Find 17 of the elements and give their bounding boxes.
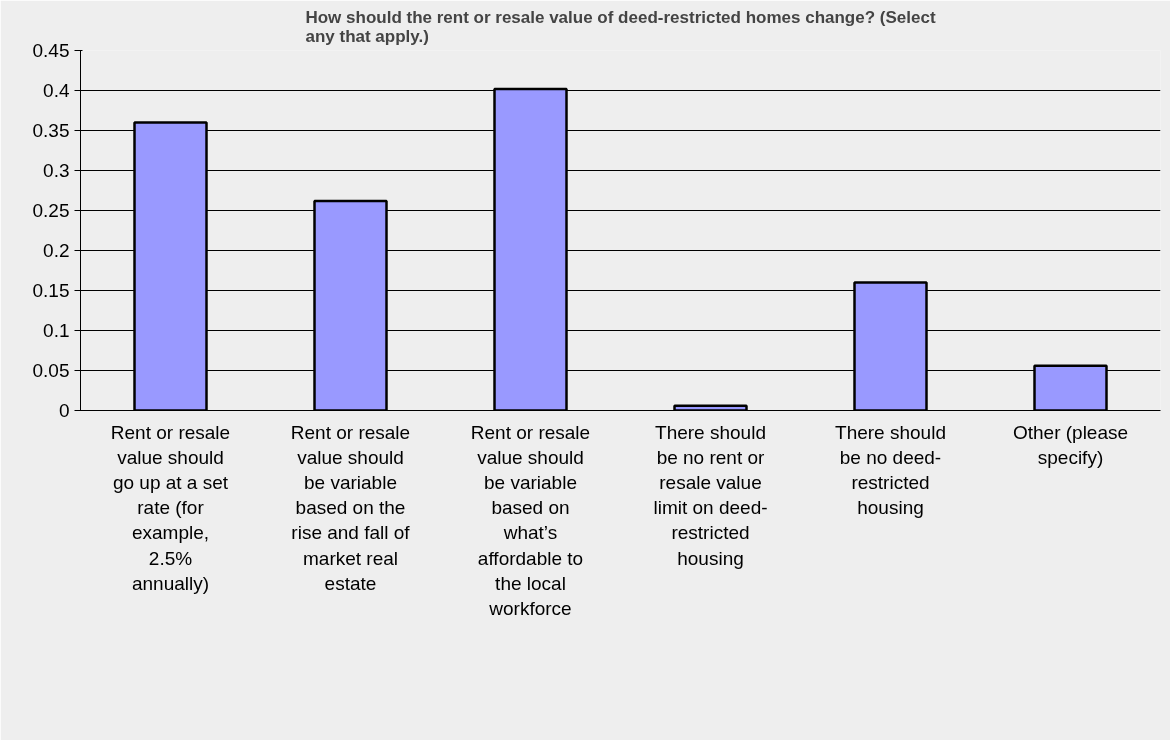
y-tick-label: 0 — [58, 400, 70, 421]
y-tick-label: 0.3 — [43, 160, 70, 181]
chart-title: How should the rent or resale value of deed-restricted homes change? (Select any that apply.) — [305, 7, 936, 46]
y-tick-label: 0.45 — [32, 40, 70, 61]
y-tick-label: 0.15 — [32, 280, 70, 301]
x-tick-label: There should be no rent or resale value limit on deed- restricted housing — [653, 421, 768, 569]
y-tick-label: 0.4 — [43, 80, 70, 101]
x-tick-label: Rent or resale value should go up at a set rate (for example, 2.5% annually) — [110, 421, 231, 594]
y-tick-label: 0.1 — [43, 320, 70, 341]
x-tick-label: Other (please specify) — [1012, 421, 1129, 468]
x-tick-label: Rent or resale value should be variable based on what’s affordable to the local workforce — [470, 421, 591, 619]
x-tick-label: Rent or resale value should be variable based on the rise and fall of market real estate — [290, 421, 411, 594]
y-tick-label: 0.25 — [32, 200, 70, 221]
y-tick-label: 0.05 — [32, 360, 70, 381]
y-tick-label: 0.35 — [32, 120, 70, 141]
x-tick-label: There should be no deed- restricted housing — [835, 421, 946, 519]
y-tick-label: 0.2 — [43, 240, 70, 261]
